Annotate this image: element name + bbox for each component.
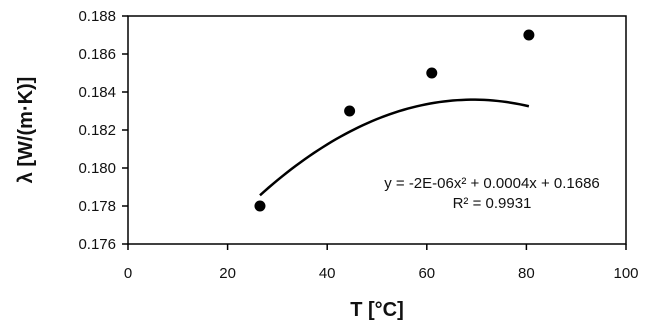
- plot-frame: [127, 15, 627, 245]
- x-tick-label: 40: [319, 265, 336, 282]
- data-point: [523, 29, 535, 41]
- x-tick-label: 20: [219, 265, 236, 282]
- trendline-r-squared: R² = 0.9931: [453, 195, 532, 212]
- data-point: [426, 67, 438, 79]
- x-axis-title: T [°C]: [350, 299, 404, 321]
- y-axis-ticks: 0.176 0.178 0.180 0.182 0.184 0.186 0.188: [78, 8, 128, 253]
- plot-area: [127, 15, 627, 245]
- x-tick-label: 60: [418, 265, 435, 282]
- y-tick-label: 0.186: [78, 46, 116, 63]
- y-tick-label: 0.182: [78, 122, 116, 139]
- trendline-equation: y = -2E-06x² + 0.0004x + 0.1686: [384, 175, 600, 192]
- y-axis-title: λ [W/(m·K)]: [15, 77, 37, 184]
- trendline-curve: [259, 98, 530, 197]
- y-tick-label: 0.188: [78, 8, 116, 25]
- data-point: [344, 105, 356, 117]
- y-tick-label: 0.178: [78, 198, 116, 215]
- y-tick-label: 0.184: [78, 84, 116, 101]
- x-tick-label: 80: [518, 265, 535, 282]
- x-axis-ticks: 0 20 40 60 80 100: [124, 244, 639, 282]
- x-tick-label: 100: [613, 265, 638, 282]
- data-point: [254, 200, 266, 212]
- x-tick-label: 0: [124, 265, 132, 282]
- data-points: [254, 29, 535, 212]
- y-tick-label: 0.176: [78, 236, 116, 253]
- y-tick-label: 0.180: [78, 160, 116, 177]
